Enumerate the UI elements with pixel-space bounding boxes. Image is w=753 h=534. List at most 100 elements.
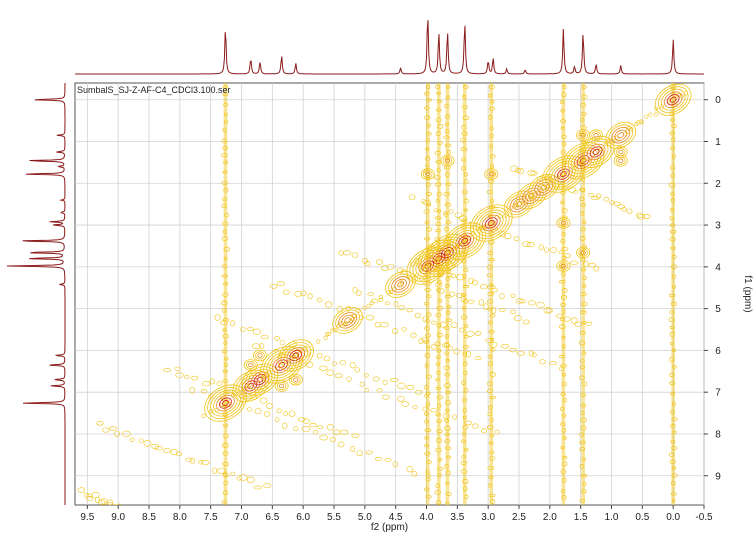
t1-noise-contour: [671, 301, 678, 306]
artifact-contour: [387, 263, 395, 270]
t1-noise-contour: [460, 460, 468, 466]
t1-noise-contour: [462, 478, 469, 484]
t1-noise-contour: [489, 283, 494, 287]
t1-noise-contour: [423, 209, 430, 214]
artifact-contour: [185, 457, 193, 462]
t1-noise-contour: [669, 165, 676, 170]
artifact-contour: [316, 353, 323, 359]
artifact-contour: [588, 262, 596, 268]
diagonal-peak: [338, 312, 357, 329]
artifact-contour: [544, 247, 549, 253]
artifact-contour: [209, 378, 215, 385]
artifact-contour: [393, 300, 399, 307]
t1-noise-contour: [487, 264, 493, 270]
t1-noise-contour: [444, 425, 451, 431]
artifact-contour: [247, 407, 253, 412]
diagonal-peak: [657, 86, 689, 114]
diagonal-contour: [480, 225, 486, 230]
diagonal-peak: [472, 206, 510, 240]
artifact-contour: [281, 422, 288, 429]
artifact-contour: [239, 474, 248, 481]
diagonal-peak: [210, 389, 241, 417]
t1-noise-contour: [581, 457, 586, 462]
artifact-contour: [198, 459, 204, 465]
artifact-contour: [621, 207, 627, 212]
t1-noise-contour: [561, 335, 566, 340]
x-tick-label: 2.5: [512, 512, 526, 523]
diagonal-contour: [378, 294, 384, 300]
t1-noise-contour: [669, 372, 675, 377]
artifact-contour: [460, 295, 467, 302]
t1-noise-contour: [426, 123, 431, 128]
t1-noise-contour: [444, 439, 451, 444]
t1-noise-contour: [669, 192, 675, 196]
x-tick-label: 1.0: [605, 512, 619, 523]
t1-noise-contour: [445, 220, 452, 225]
t1-noise-contour: [669, 341, 674, 346]
t1-noise-contour: [671, 274, 677, 279]
t1-noise-contour: [669, 223, 676, 227]
artifact-contour: [396, 267, 404, 274]
t1-noise-contour: [444, 432, 450, 437]
diagonal-contour: [625, 129, 630, 134]
diagonal-peak: [289, 349, 303, 362]
t1-noise-contour: [486, 425, 494, 430]
diagonal-peak: [515, 201, 523, 208]
t1-noise-contour: [489, 433, 495, 438]
artifact-contour: [260, 334, 269, 340]
artifact-contour: [254, 408, 262, 415]
x-tick-label: 4.0: [420, 512, 434, 523]
diagonal-peak: [388, 273, 413, 296]
artifact-contour: [259, 343, 265, 349]
cross-peak: [486, 170, 497, 179]
artifact-contour: [478, 299, 484, 306]
t1-noise-column: [425, 83, 430, 505]
diagonal-peak: [341, 314, 354, 326]
artifact-contour: [212, 467, 218, 474]
diagonal-contour: [467, 235, 472, 240]
diagonal-peak: [394, 278, 407, 291]
t1-noise-contour: [489, 144, 494, 149]
cross-peak: [558, 262, 569, 271]
artifact-contour: [571, 317, 578, 324]
artifact-contour: [380, 322, 389, 328]
diagonal-peak: [292, 352, 300, 359]
t1-noise-contour: [558, 324, 566, 329]
t1-noise-contour: [423, 106, 430, 110]
cross-peak: [276, 381, 287, 390]
artifact-contour: [585, 321, 593, 326]
f2-projection-trace: [75, 20, 704, 75]
artifact-contour: [515, 298, 524, 304]
artifact-contour: [201, 460, 210, 465]
t1-noise-contour: [672, 364, 677, 369]
t1-noise-contour: [443, 191, 451, 197]
t1-noise-contour: [462, 274, 467, 279]
t1-noise-contour: [580, 489, 587, 494]
diagonal-peak: [663, 91, 683, 108]
t1-noise-contour: [463, 494, 469, 500]
diagonal-contour: [225, 402, 231, 407]
t1-noise-contour: [561, 413, 567, 418]
artifact-contour: [351, 433, 360, 438]
t1-noise-contour: [435, 483, 440, 489]
cross-peak: [580, 250, 586, 255]
artifact-contour: [401, 327, 408, 332]
diagonal-contour: [323, 335, 328, 341]
t1-noise-contour: [426, 132, 432, 136]
cross-peak: [560, 263, 567, 269]
f1-projection-1d-spectrum: [6, 83, 66, 505]
diagonal-peak: [286, 347, 306, 364]
artifact-contour: [358, 315, 364, 320]
t1-noise-contour: [669, 131, 676, 135]
t1-noise-contour: [434, 182, 442, 187]
diagonal-peak: [458, 235, 472, 247]
artifact-contour: [411, 471, 417, 477]
t1-noise-contour: [435, 447, 442, 453]
artifact-contour: [162, 523, 168, 528]
t1-noise-contour: [463, 208, 468, 212]
artifact-contour: [501, 343, 510, 349]
artifact-contour: [263, 482, 272, 489]
t1-noise-contour: [562, 397, 567, 403]
diagonal-contour: [606, 139, 611, 144]
diagonal-contour: [369, 301, 375, 306]
